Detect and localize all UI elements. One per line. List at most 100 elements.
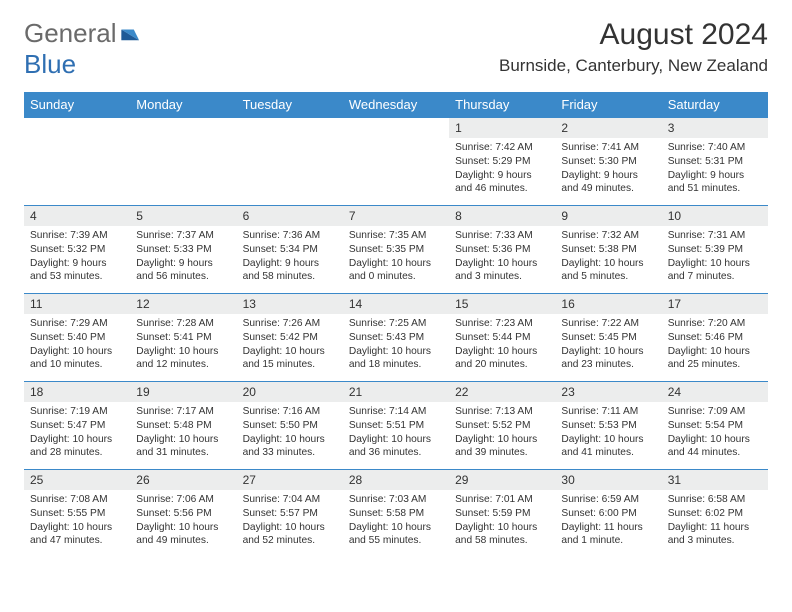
logo-flag-icon bbox=[121, 18, 143, 48]
calendar-cell: 7Sunrise: 7:35 AMSunset: 5:35 PMDaylight… bbox=[343, 206, 449, 294]
day-content: Sunrise: 7:06 AMSunset: 5:56 PMDaylight:… bbox=[130, 490, 236, 552]
calendar-cell: 23Sunrise: 7:11 AMSunset: 5:53 PMDayligh… bbox=[555, 382, 661, 470]
calendar-cell: 1Sunrise: 7:42 AMSunset: 5:29 PMDaylight… bbox=[449, 118, 555, 206]
page-subtitle: Burnside, Canterbury, New Zealand bbox=[499, 56, 768, 76]
day-number: 15 bbox=[449, 294, 555, 314]
day-number: 14 bbox=[343, 294, 449, 314]
calendar-cell: 17Sunrise: 7:20 AMSunset: 5:46 PMDayligh… bbox=[662, 294, 768, 382]
calendar-cell: 20Sunrise: 7:16 AMSunset: 5:50 PMDayligh… bbox=[237, 382, 343, 470]
calendar-cell bbox=[130, 118, 236, 206]
day-content: Sunrise: 7:11 AMSunset: 5:53 PMDaylight:… bbox=[555, 402, 661, 464]
day-number: 8 bbox=[449, 206, 555, 226]
day-content: Sunrise: 6:59 AMSunset: 6:00 PMDaylight:… bbox=[555, 490, 661, 552]
logo: GeneralBlue bbox=[24, 18, 143, 80]
day-number: 1 bbox=[449, 118, 555, 138]
day-number: 20 bbox=[237, 382, 343, 402]
calendar-cell: 8Sunrise: 7:33 AMSunset: 5:36 PMDaylight… bbox=[449, 206, 555, 294]
calendar-cell: 19Sunrise: 7:17 AMSunset: 5:48 PMDayligh… bbox=[130, 382, 236, 470]
day-content: Sunrise: 7:14 AMSunset: 5:51 PMDaylight:… bbox=[343, 402, 449, 464]
day-number: 3 bbox=[662, 118, 768, 138]
calendar-row: 4Sunrise: 7:39 AMSunset: 5:32 PMDaylight… bbox=[24, 206, 768, 294]
calendar-cell: 27Sunrise: 7:04 AMSunset: 5:57 PMDayligh… bbox=[237, 470, 343, 558]
day-number: 31 bbox=[662, 470, 768, 490]
page-title: August 2024 bbox=[499, 18, 768, 52]
col-thursday: Thursday bbox=[449, 92, 555, 118]
day-number: 22 bbox=[449, 382, 555, 402]
calendar-row: 18Sunrise: 7:19 AMSunset: 5:47 PMDayligh… bbox=[24, 382, 768, 470]
calendar-cell: 18Sunrise: 7:19 AMSunset: 5:47 PMDayligh… bbox=[24, 382, 130, 470]
day-content: Sunrise: 7:40 AMSunset: 5:31 PMDaylight:… bbox=[662, 138, 768, 200]
calendar-cell: 26Sunrise: 7:06 AMSunset: 5:56 PMDayligh… bbox=[130, 470, 236, 558]
col-tuesday: Tuesday bbox=[237, 92, 343, 118]
day-number: 7 bbox=[343, 206, 449, 226]
day-content: Sunrise: 6:58 AMSunset: 6:02 PMDaylight:… bbox=[662, 490, 768, 552]
day-number: 11 bbox=[24, 294, 130, 314]
day-number: 9 bbox=[555, 206, 661, 226]
day-content: Sunrise: 7:28 AMSunset: 5:41 PMDaylight:… bbox=[130, 314, 236, 376]
day-number: 26 bbox=[130, 470, 236, 490]
day-content: Sunrise: 7:39 AMSunset: 5:32 PMDaylight:… bbox=[24, 226, 130, 288]
day-number: 25 bbox=[24, 470, 130, 490]
day-content: Sunrise: 7:41 AMSunset: 5:30 PMDaylight:… bbox=[555, 138, 661, 200]
calendar-row: 1Sunrise: 7:42 AMSunset: 5:29 PMDaylight… bbox=[24, 118, 768, 206]
day-content: Sunrise: 7:23 AMSunset: 5:44 PMDaylight:… bbox=[449, 314, 555, 376]
col-wednesday: Wednesday bbox=[343, 92, 449, 118]
calendar-cell: 6Sunrise: 7:36 AMSunset: 5:34 PMDaylight… bbox=[237, 206, 343, 294]
calendar-cell: 16Sunrise: 7:22 AMSunset: 5:45 PMDayligh… bbox=[555, 294, 661, 382]
day-number: 6 bbox=[237, 206, 343, 226]
calendar-cell: 14Sunrise: 7:25 AMSunset: 5:43 PMDayligh… bbox=[343, 294, 449, 382]
day-content: Sunrise: 7:31 AMSunset: 5:39 PMDaylight:… bbox=[662, 226, 768, 288]
day-content: Sunrise: 7:16 AMSunset: 5:50 PMDaylight:… bbox=[237, 402, 343, 464]
day-number: 30 bbox=[555, 470, 661, 490]
calendar-cell: 24Sunrise: 7:09 AMSunset: 5:54 PMDayligh… bbox=[662, 382, 768, 470]
calendar-cell: 21Sunrise: 7:14 AMSunset: 5:51 PMDayligh… bbox=[343, 382, 449, 470]
day-content: Sunrise: 7:20 AMSunset: 5:46 PMDaylight:… bbox=[662, 314, 768, 376]
day-number: 18 bbox=[24, 382, 130, 402]
day-number: 4 bbox=[24, 206, 130, 226]
day-content: Sunrise: 7:42 AMSunset: 5:29 PMDaylight:… bbox=[449, 138, 555, 200]
day-content: Sunrise: 7:35 AMSunset: 5:35 PMDaylight:… bbox=[343, 226, 449, 288]
day-content: Sunrise: 7:37 AMSunset: 5:33 PMDaylight:… bbox=[130, 226, 236, 288]
day-content: Sunrise: 7:08 AMSunset: 5:55 PMDaylight:… bbox=[24, 490, 130, 552]
day-number: 13 bbox=[237, 294, 343, 314]
calendar-cell: 13Sunrise: 7:26 AMSunset: 5:42 PMDayligh… bbox=[237, 294, 343, 382]
day-content: Sunrise: 7:03 AMSunset: 5:58 PMDaylight:… bbox=[343, 490, 449, 552]
day-content: Sunrise: 7:01 AMSunset: 5:59 PMDaylight:… bbox=[449, 490, 555, 552]
day-number: 24 bbox=[662, 382, 768, 402]
day-content: Sunrise: 7:22 AMSunset: 5:45 PMDaylight:… bbox=[555, 314, 661, 376]
calendar-cell: 2Sunrise: 7:41 AMSunset: 5:30 PMDaylight… bbox=[555, 118, 661, 206]
day-content: Sunrise: 7:29 AMSunset: 5:40 PMDaylight:… bbox=[24, 314, 130, 376]
day-content: Sunrise: 7:36 AMSunset: 5:34 PMDaylight:… bbox=[237, 226, 343, 288]
calendar-cell: 25Sunrise: 7:08 AMSunset: 5:55 PMDayligh… bbox=[24, 470, 130, 558]
calendar-cell: 31Sunrise: 6:58 AMSunset: 6:02 PMDayligh… bbox=[662, 470, 768, 558]
calendar-cell: 10Sunrise: 7:31 AMSunset: 5:39 PMDayligh… bbox=[662, 206, 768, 294]
calendar-table: Sunday Monday Tuesday Wednesday Thursday… bbox=[24, 92, 768, 558]
day-number: 28 bbox=[343, 470, 449, 490]
title-block: August 2024 Burnside, Canterbury, New Ze… bbox=[499, 18, 768, 76]
day-content: Sunrise: 7:25 AMSunset: 5:43 PMDaylight:… bbox=[343, 314, 449, 376]
header: GeneralBlue August 2024 Burnside, Canter… bbox=[0, 0, 792, 86]
day-content: Sunrise: 7:09 AMSunset: 5:54 PMDaylight:… bbox=[662, 402, 768, 464]
calendar-cell: 22Sunrise: 7:13 AMSunset: 5:52 PMDayligh… bbox=[449, 382, 555, 470]
calendar-cell: 4Sunrise: 7:39 AMSunset: 5:32 PMDaylight… bbox=[24, 206, 130, 294]
day-number: 10 bbox=[662, 206, 768, 226]
calendar-cell: 12Sunrise: 7:28 AMSunset: 5:41 PMDayligh… bbox=[130, 294, 236, 382]
col-saturday: Saturday bbox=[662, 92, 768, 118]
day-number: 21 bbox=[343, 382, 449, 402]
day-number: 12 bbox=[130, 294, 236, 314]
calendar-cell bbox=[343, 118, 449, 206]
calendar-cell: 5Sunrise: 7:37 AMSunset: 5:33 PMDaylight… bbox=[130, 206, 236, 294]
day-number: 23 bbox=[555, 382, 661, 402]
calendar-cell: 9Sunrise: 7:32 AMSunset: 5:38 PMDaylight… bbox=[555, 206, 661, 294]
day-number: 27 bbox=[237, 470, 343, 490]
col-sunday: Sunday bbox=[24, 92, 130, 118]
weekday-header-row: Sunday Monday Tuesday Wednesday Thursday… bbox=[24, 92, 768, 118]
calendar-row: 11Sunrise: 7:29 AMSunset: 5:40 PMDayligh… bbox=[24, 294, 768, 382]
day-number: 19 bbox=[130, 382, 236, 402]
calendar-row: 25Sunrise: 7:08 AMSunset: 5:55 PMDayligh… bbox=[24, 470, 768, 558]
day-number: 16 bbox=[555, 294, 661, 314]
day-content: Sunrise: 7:04 AMSunset: 5:57 PMDaylight:… bbox=[237, 490, 343, 552]
calendar-body: 1Sunrise: 7:42 AMSunset: 5:29 PMDaylight… bbox=[24, 118, 768, 558]
day-content: Sunrise: 7:19 AMSunset: 5:47 PMDaylight:… bbox=[24, 402, 130, 464]
day-content: Sunrise: 7:13 AMSunset: 5:52 PMDaylight:… bbox=[449, 402, 555, 464]
